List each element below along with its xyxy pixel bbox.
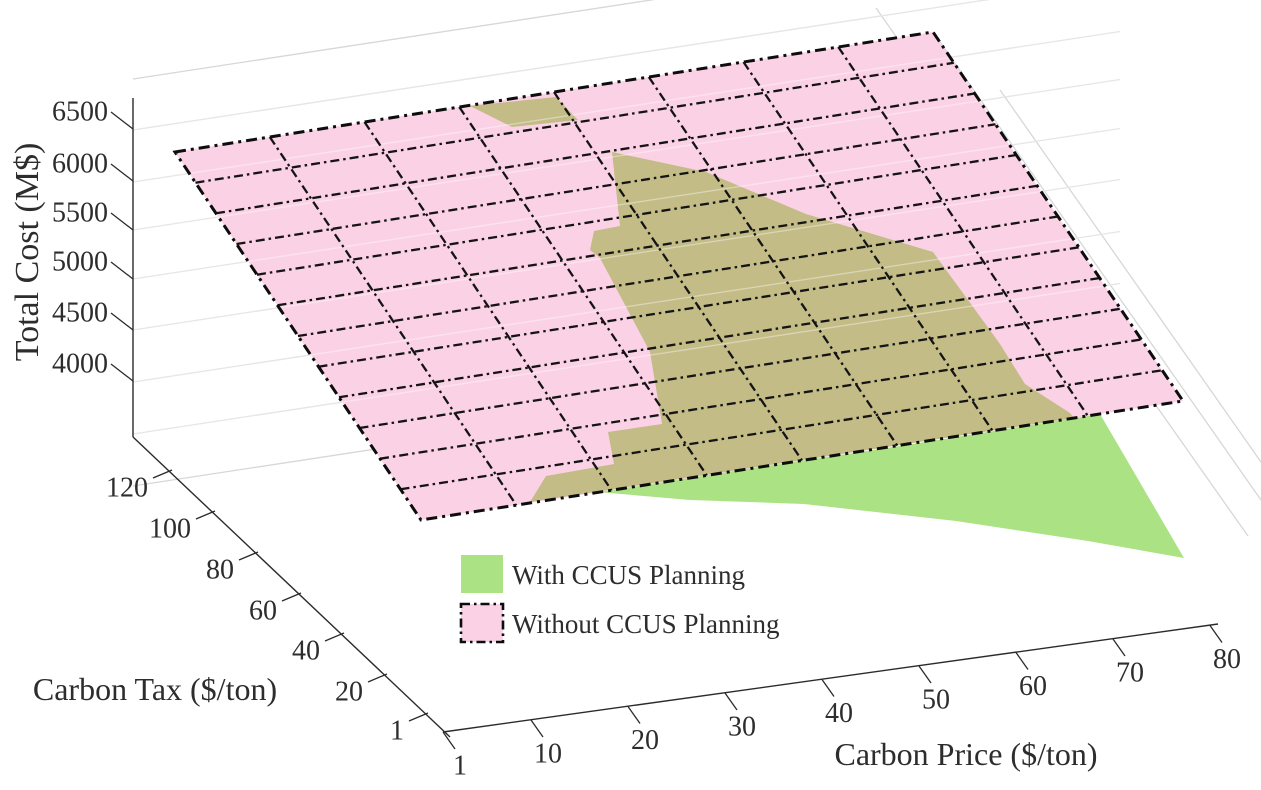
z-tick-label: 5000 <box>52 247 108 278</box>
z-tick-label: 5500 <box>52 198 108 229</box>
y-tick-label: 1 <box>390 716 404 747</box>
z-tick-label: 4000 <box>52 349 108 380</box>
legend-label-with-ccus: With CCUS Planning <box>512 560 745 590</box>
y-tick-label: 20 <box>335 677 363 708</box>
plane-border <box>172 30 1186 522</box>
y-tick-label: 80 <box>206 555 234 586</box>
x-axis: 1 10 20 30 40 50 60 70 80 Carbon Price (… <box>442 623 1241 782</box>
y-axis: 120 100 80 60 40 20 1 Carbon Tax ($/ton) <box>33 436 451 747</box>
with-ccus-surface <box>598 414 1184 558</box>
z-tick-label: 6000 <box>52 149 108 180</box>
y-tick-label: 100 <box>149 514 191 545</box>
z-axis: 6500 6000 5500 5000 4500 4000 Total Cost… <box>9 97 134 437</box>
x-tick-label: 70 <box>1116 658 1144 689</box>
x-tick-label: 50 <box>922 685 950 716</box>
wall-gridlines-showthrough <box>132 0 1121 435</box>
y-tick-label: 40 <box>292 636 320 667</box>
y-axis-title: Carbon Tax ($/ton) <box>33 671 277 707</box>
z-tick-label: 6500 <box>52 97 108 128</box>
legend-label-without-ccus: Without CCUS Planning <box>512 609 779 639</box>
x-tick-label: 30 <box>728 712 756 743</box>
x-tick-label: 1 <box>453 751 467 782</box>
legend-swatch-without-ccus <box>459 602 505 644</box>
z-axis-title: Total Cost (M$) <box>9 143 46 362</box>
z-tick-label: 4500 <box>52 298 108 329</box>
x-tick-label: 40 <box>825 698 853 729</box>
y-tick-label: 60 <box>249 596 277 627</box>
legend: With CCUS Planning Without CCUS Planning <box>459 555 779 644</box>
legend-swatch-with-ccus <box>461 555 503 593</box>
x-axis-title: Carbon Price ($/ton) <box>834 736 1097 772</box>
x-tick-label: 60 <box>1019 671 1047 702</box>
x-tick-label: 10 <box>534 739 562 770</box>
plane-mesh <box>195 46 1163 506</box>
x-tick-label: 80 <box>1213 644 1241 675</box>
y-tick-label: 120 <box>106 473 148 504</box>
x-tick-label: 20 <box>631 725 659 756</box>
